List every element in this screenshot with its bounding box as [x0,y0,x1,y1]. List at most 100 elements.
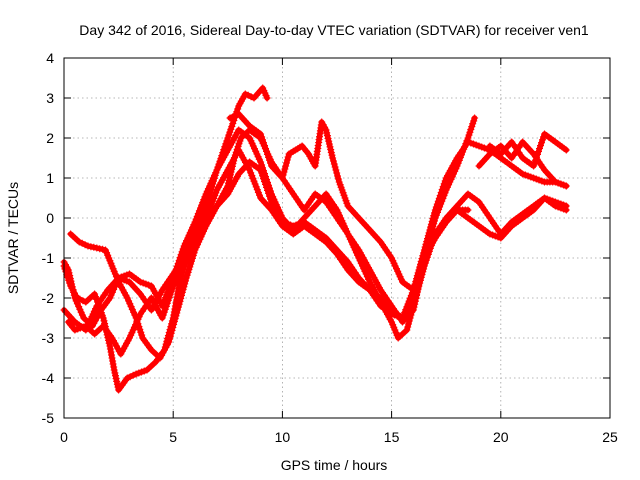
data-point [131,311,139,319]
y-tick-label: 1 [46,170,54,186]
data-point [278,174,286,182]
data-point [261,142,268,150]
data-point [330,160,338,168]
data-point [106,294,114,302]
data-point [166,332,174,340]
data-point [413,292,420,300]
data-point [426,226,434,234]
data-series [60,84,570,394]
data-point [134,320,142,328]
data-point [468,123,476,131]
y-tick-label: 3 [46,90,54,106]
data-point [178,289,186,296]
data-point [79,297,87,305]
data-point [411,280,419,288]
y-tick-label: -3 [42,330,55,346]
data-point [262,181,269,188]
data-point [470,117,478,125]
x-tick-label: 0 [60,429,68,445]
data-point [158,314,166,322]
data-point [334,175,342,183]
data-point [181,260,189,268]
data-point [84,242,92,250]
data-point [66,279,74,287]
data-point [280,168,288,176]
data-point [108,288,116,296]
data-point [427,220,435,228]
data-point [173,309,181,317]
data-point [535,148,542,155]
data-point [333,169,341,177]
y-tick-label: 2 [46,130,54,146]
data-point [234,105,242,113]
x-tick-label: 20 [493,429,509,445]
data-point [418,255,426,263]
data-point [436,192,444,199]
data-point [267,195,274,203]
data-point [182,257,189,265]
data-point [259,172,266,180]
data-point [536,145,543,152]
data-point [262,145,269,152]
data-point [78,239,86,247]
y-tick-label: -2 [42,290,55,306]
data-point [129,371,137,379]
data-point [466,128,474,136]
data-point [435,194,443,202]
data-point [76,305,84,313]
data-point [75,238,83,246]
data-point [176,297,184,305]
data-point [126,373,134,381]
data-point [175,257,183,264]
data-point [176,254,184,262]
data-point [96,245,104,253]
data-point [433,200,441,208]
data-point [562,202,570,210]
data-point [403,326,411,334]
data-point [160,308,168,316]
data-point [167,288,175,296]
data-point [110,366,118,374]
data-point [164,297,172,304]
data-point [329,154,337,162]
data-point [168,326,176,334]
data-point [432,203,440,211]
chart-title: Day 342 of 2016, Sidereal Day-to-day VTE… [79,22,589,38]
data-point [224,134,232,142]
data-point [411,300,419,308]
data-point [174,306,182,314]
data-point [170,321,178,328]
data-point [425,229,433,237]
data-point [263,148,270,155]
data-point [258,161,266,169]
data-point [420,249,428,257]
data-point [180,263,188,271]
data-point [108,354,116,362]
data-point [530,162,538,170]
data-point [223,137,231,145]
data-point [282,162,290,170]
data-point [175,300,183,308]
data-point [265,189,272,197]
series-line [67,115,478,361]
data-point [405,320,412,328]
data-point [123,294,131,302]
data-point [178,248,186,256]
x-tick-label: 5 [169,429,177,445]
y-tick-label: 0 [46,210,54,226]
data-point [178,269,186,277]
data-point [174,260,182,267]
data-point [169,324,177,331]
data-point [409,286,417,294]
data-point [178,292,185,299]
series-4 [60,158,472,394]
data-point [258,169,266,177]
data-point [431,209,438,217]
y-axis-label: SDTVAR / TECUs [5,182,21,294]
data-point [266,156,273,164]
data-point [176,278,184,286]
data-point [225,131,233,139]
data-point [64,273,72,281]
data-point [165,338,173,346]
